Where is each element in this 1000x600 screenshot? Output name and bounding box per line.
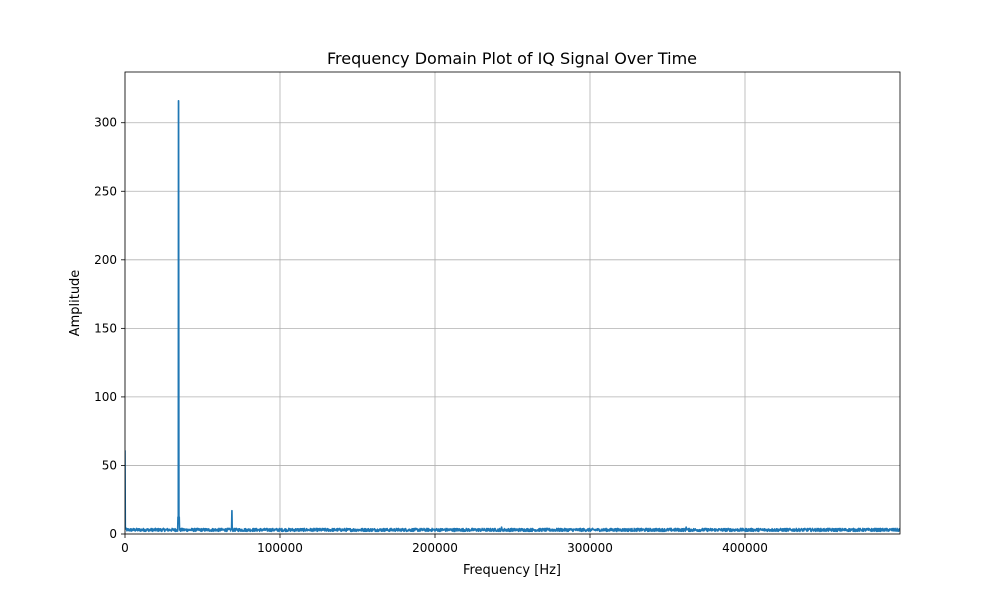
y-tick-label: 50 [102,458,117,472]
x-axis: 0 100000 200000 300000 400000 [121,534,768,555]
y-axis: 0 50 100 150 200 250 300 [94,116,125,541]
x-tick-label: 200000 [412,541,458,555]
y-tick-label: 0 [109,527,117,541]
x-axis-label: Frequency [Hz] [463,563,561,578]
y-tick-label: 200 [94,253,117,267]
y-tick-label: 100 [94,390,117,404]
x-tick-label: 0 [121,541,129,555]
plot-frame [124,71,901,535]
y-tick-label: 150 [94,321,117,335]
plot-area [125,99,900,533]
chart-title: Frequency Domain Plot of IQ Signal Over … [327,49,697,68]
y-axis-label: Amplitude [68,270,83,337]
y-tick-label: 250 [94,184,117,198]
x-tick-label: 300000 [567,541,613,555]
x-tick-label: 400000 [722,541,768,555]
plot-background [125,72,900,534]
x-tick-label: 100000 [257,541,303,555]
series-line [125,99,900,533]
y-tick-label: 300 [94,116,117,130]
